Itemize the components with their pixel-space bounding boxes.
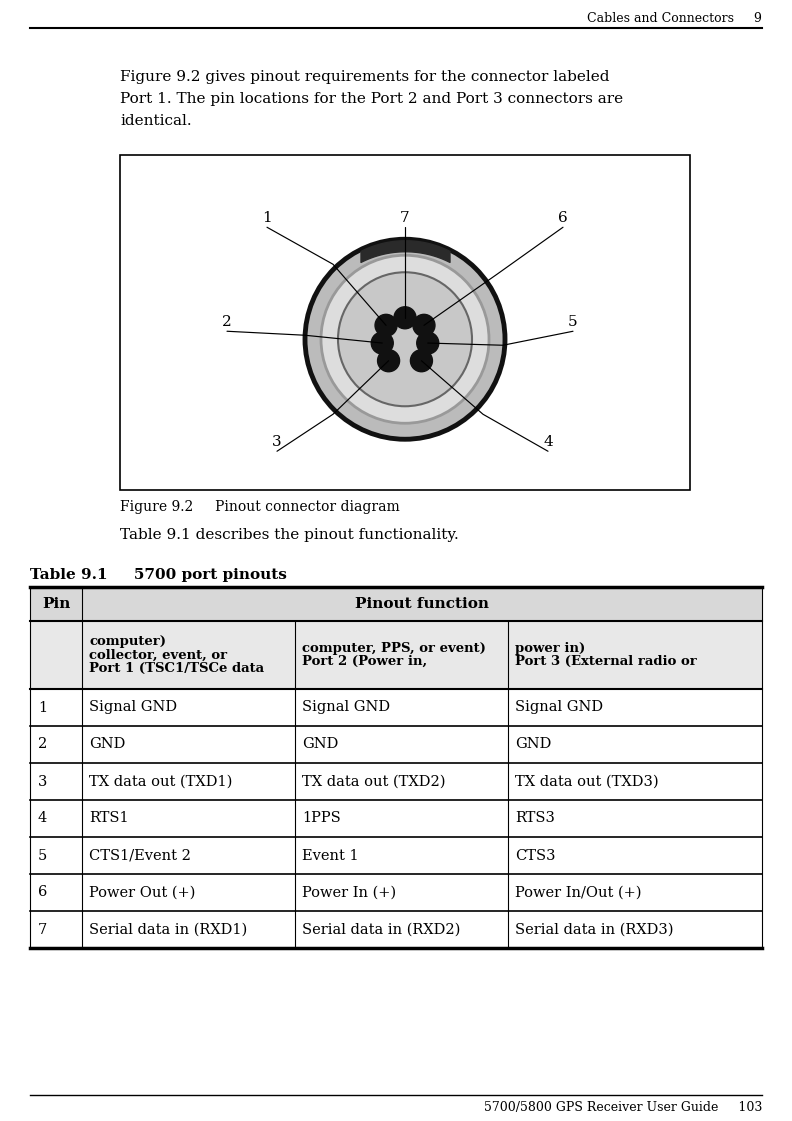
Text: 7: 7 — [400, 211, 409, 225]
Text: Cables and Connectors     9: Cables and Connectors 9 — [587, 11, 762, 25]
Text: Figure 9.2     Pinout connector diagram: Figure 9.2 Pinout connector diagram — [120, 500, 400, 515]
Text: 1: 1 — [262, 211, 272, 225]
Text: 5700/5800 GPS Receiver User Guide     103: 5700/5800 GPS Receiver User Guide 103 — [484, 1102, 762, 1114]
Text: 6: 6 — [558, 211, 568, 225]
Text: Signal GND: Signal GND — [89, 701, 177, 714]
Text: RTS1: RTS1 — [89, 812, 128, 825]
Text: Pin: Pin — [42, 597, 70, 611]
Text: Serial data in (RXD2): Serial data in (RXD2) — [302, 923, 460, 936]
Circle shape — [417, 332, 439, 354]
Text: CTS3: CTS3 — [515, 849, 555, 862]
Bar — [30, 726, 762, 763]
Text: GND: GND — [515, 738, 551, 751]
Text: power in): power in) — [515, 642, 585, 655]
Circle shape — [378, 350, 400, 372]
Bar — [30, 689, 762, 726]
Bar — [30, 874, 762, 911]
Text: Pinout function: Pinout function — [355, 597, 489, 611]
Text: Event 1: Event 1 — [302, 849, 359, 862]
Bar — [120, 155, 690, 490]
Text: 3: 3 — [38, 775, 48, 788]
Bar — [30, 800, 762, 837]
Text: Signal GND: Signal GND — [515, 701, 604, 714]
Text: collector, event, or: collector, event, or — [89, 649, 227, 661]
Text: computer): computer) — [89, 636, 166, 649]
Text: computer, PPS, or event): computer, PPS, or event) — [302, 642, 485, 655]
Text: Port 3 (External radio or: Port 3 (External radio or — [515, 655, 697, 668]
Bar — [30, 911, 762, 948]
Text: 4: 4 — [38, 812, 48, 825]
Text: 5: 5 — [568, 315, 578, 330]
Circle shape — [321, 256, 489, 424]
Text: TX data out (TXD2): TX data out (TXD2) — [302, 775, 445, 788]
Circle shape — [413, 314, 435, 336]
Text: Table 9.1     5700 port pinouts: Table 9.1 5700 port pinouts — [30, 568, 287, 582]
Text: 7: 7 — [38, 923, 48, 936]
Circle shape — [305, 239, 505, 439]
Text: Port 1. The pin locations for the Port 2 and Port 3 connectors are: Port 1. The pin locations for the Port 2… — [120, 92, 623, 106]
Text: Port 1 (TSC1/TSCe data: Port 1 (TSC1/TSCe data — [89, 661, 264, 675]
Circle shape — [371, 332, 394, 354]
Bar — [30, 837, 762, 874]
Text: TX data out (TXD3): TX data out (TXD3) — [515, 775, 659, 788]
Text: Figure 9.2 gives pinout requirements for the connector labeled: Figure 9.2 gives pinout requirements for… — [120, 70, 610, 84]
Text: GND: GND — [89, 738, 125, 751]
Text: Power Out (+): Power Out (+) — [89, 886, 196, 899]
Text: 1: 1 — [38, 701, 48, 714]
Text: Table 9.1 describes the pinout functionality.: Table 9.1 describes the pinout functiona… — [120, 528, 459, 541]
Text: Signal GND: Signal GND — [302, 701, 390, 714]
Circle shape — [375, 314, 397, 336]
Text: 2: 2 — [222, 315, 232, 330]
Text: 3: 3 — [272, 435, 282, 450]
Text: Serial data in (RXD1): Serial data in (RXD1) — [89, 923, 247, 936]
Text: 4: 4 — [543, 435, 553, 450]
Text: TX data out (TXD1): TX data out (TXD1) — [89, 775, 232, 788]
Text: 6: 6 — [38, 886, 48, 899]
Text: 1PPS: 1PPS — [302, 812, 341, 825]
Bar — [30, 587, 762, 621]
Text: 2: 2 — [38, 738, 48, 751]
Text: CTS1/Event 2: CTS1/Event 2 — [89, 849, 191, 862]
Bar — [30, 621, 762, 689]
Circle shape — [394, 307, 416, 328]
Text: Port 2 (Power in,: Port 2 (Power in, — [302, 655, 427, 668]
Circle shape — [410, 350, 432, 372]
Text: GND: GND — [302, 738, 338, 751]
Text: 5: 5 — [38, 849, 48, 862]
Text: Power In/Out (+): Power In/Out (+) — [515, 886, 642, 899]
Circle shape — [338, 272, 472, 406]
Text: identical.: identical. — [120, 114, 192, 128]
Text: Power In (+): Power In (+) — [302, 886, 396, 899]
Text: RTS3: RTS3 — [515, 812, 555, 825]
Text: Serial data in (RXD3): Serial data in (RXD3) — [515, 923, 673, 936]
Bar — [30, 763, 762, 800]
